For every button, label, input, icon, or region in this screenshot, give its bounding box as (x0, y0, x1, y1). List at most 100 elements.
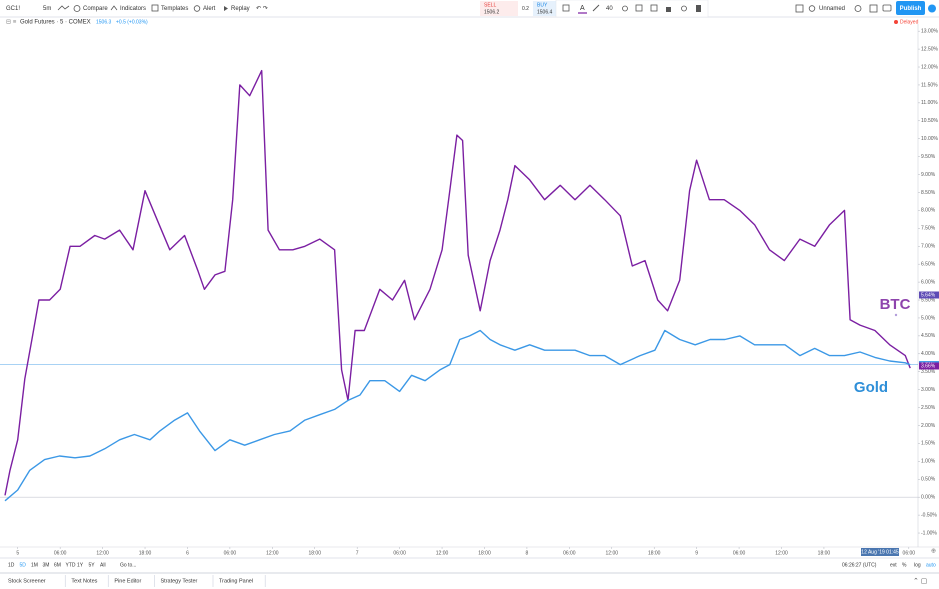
scroll-icon[interactable]: ⊕ (931, 549, 936, 555)
toolbar-item[interactable]: Templates (161, 6, 188, 12)
y-tick-label: 9.00% (921, 172, 936, 178)
scale-option[interactable]: log (914, 562, 921, 568)
panel-controls[interactable]: ⌃ ▢ (913, 577, 927, 585)
stream-icon[interactable] (928, 4, 936, 13)
y-tick-label: 3.00% (921, 387, 936, 393)
y-tick-label: 8.00% (921, 208, 936, 214)
toolbar-item[interactable]: Replay (231, 6, 250, 12)
range-button[interactable]: 5Y (89, 562, 96, 568)
x-tick-label: 8 (526, 550, 529, 556)
x-tick-label: 12:00 (436, 550, 449, 556)
range-button[interactable]: 6M (54, 562, 61, 568)
x-tick-label: 06:00 (54, 550, 67, 556)
chart-style-icon[interactable] (57, 5, 70, 11)
range-button[interactable]: All (100, 562, 106, 568)
fullscreen-icon[interactable] (869, 4, 878, 13)
settings-icon[interactable] (854, 5, 862, 12)
annotation: BTC (880, 296, 911, 313)
scale-option[interactable]: auto (926, 562, 936, 568)
tool-icon[interactable] (650, 4, 658, 12)
range-bar: 1D 5D 1M 3M 6M YTD 1Y 5Y All (8, 562, 106, 568)
snapshot-icon[interactable] (882, 4, 892, 12)
publish-button[interactable] (896, 1, 925, 15)
y-tick-label: 2.50% (921, 405, 936, 411)
y-tick-label: 0.00% (921, 495, 936, 501)
tool-icon[interactable] (635, 4, 643, 12)
spread: 0.2 (522, 6, 529, 12)
symbol[interactable]: GC1! (6, 6, 20, 12)
x-tick-label: 06:00 (393, 550, 406, 556)
x-tick-label: 7 (356, 550, 359, 556)
buy-price: 1506.4 (537, 9, 553, 15)
lock-icon[interactable] (666, 7, 671, 12)
compare-icon[interactable] (73, 5, 81, 12)
footer-tab[interactable]: Strategy Tester (161, 578, 198, 584)
legend-icon[interactable]: ⊟ ≡ (6, 20, 17, 26)
footer-tab[interactable]: Text Notes (71, 578, 97, 584)
y-tick-label: 6.50% (921, 262, 936, 268)
range-button[interactable]: YTD (66, 562, 76, 568)
range-button[interactable]: 1M (31, 562, 38, 568)
legend-title: Gold Futures · 5 · COMEX (20, 20, 91, 26)
y-tick-label: 13.00% (921, 28, 939, 34)
x-tick-label: 18:00 (478, 550, 491, 556)
footer-tab[interactable]: Stock Screener (8, 578, 46, 584)
replay-icon[interactable] (224, 6, 228, 11)
crosshair-time-box (861, 548, 899, 556)
range-button[interactable]: 1D (8, 562, 15, 568)
price-label-box (919, 291, 939, 299)
interval[interactable]: 5m (43, 6, 51, 12)
y-tick-label: 12.50% (921, 46, 939, 52)
undo-icon[interactable]: ↶ ↷ (256, 5, 268, 12)
crosshair-time: 12 Aug '19 01:45 (861, 549, 899, 555)
price-label: 5.64% (921, 292, 936, 298)
legend-change: +0.5 (+0.03%) (116, 19, 148, 25)
layout-name[interactable]: Unnamed (819, 6, 845, 12)
y-tick-label: 5.50% (921, 297, 936, 303)
range-button[interactable]: 5D (20, 562, 27, 568)
drawing-tool[interactable] (562, 4, 570, 12)
x-tick-label: 18:00 (139, 550, 152, 556)
y-tick-label: 4.00% (921, 351, 936, 357)
cloud-icon[interactable] (808, 5, 816, 12)
range-button[interactable]: 3M (43, 562, 50, 568)
sell-button[interactable] (480, 1, 518, 16)
footer-tab[interactable]: Pine Editor (114, 578, 141, 584)
drawing-toolbar (555, 0, 709, 18)
y-tick-label: 11.00% (921, 100, 938, 106)
pen-icon[interactable] (592, 4, 600, 12)
toolbar-item[interactable]: Indicators (120, 6, 146, 12)
price-label-box (919, 362, 939, 370)
line-width[interactable]: 40 (606, 6, 613, 12)
y-tick-label: 7.50% (921, 226, 936, 232)
checkbox[interactable] (795, 4, 804, 13)
y-tick-label: 10.50% (921, 118, 939, 124)
y-tick-label: -0.50% (921, 512, 937, 518)
footer-tabs: Stock Screener Text Notes Pine Editor Strat… (8, 575, 266, 587)
toolbar-item[interactable]: Alert (203, 6, 216, 12)
settings-icon[interactable] (622, 5, 628, 12)
scale-option[interactable]: ext (890, 562, 897, 568)
y-tick-label: 2.00% (921, 423, 936, 429)
templates-icon[interactable] (151, 4, 159, 12)
y-tick-label: 6.00% (921, 279, 936, 285)
toolbar-item[interactable]: Compare (83, 6, 108, 12)
delete-icon[interactable] (696, 5, 701, 12)
price-label: 3.66% (921, 363, 936, 369)
scale-option[interactable]: % (902, 562, 907, 568)
footer-tab[interactable]: Trading Panel (219, 578, 253, 584)
indicators-icon[interactable] (110, 5, 118, 11)
y-tick-label: 5.00% (921, 315, 936, 321)
visibility-icon[interactable] (681, 5, 687, 12)
x-tick-label: 06:00 (563, 550, 576, 556)
x-tick-label: 12:00 (266, 550, 279, 556)
scale-options: ext% log auto (890, 562, 936, 568)
alert-icon[interactable] (193, 5, 201, 12)
goto[interactable]: Go to... (120, 562, 136, 568)
y-tick-label: 9.50% (921, 154, 936, 160)
y-tick-label: 7.00% (921, 244, 936, 250)
x-tick-label: 18:00 (648, 550, 661, 556)
text-color-icon[interactable]: A (580, 5, 585, 12)
range-button[interactable]: 1Y (77, 562, 84, 568)
